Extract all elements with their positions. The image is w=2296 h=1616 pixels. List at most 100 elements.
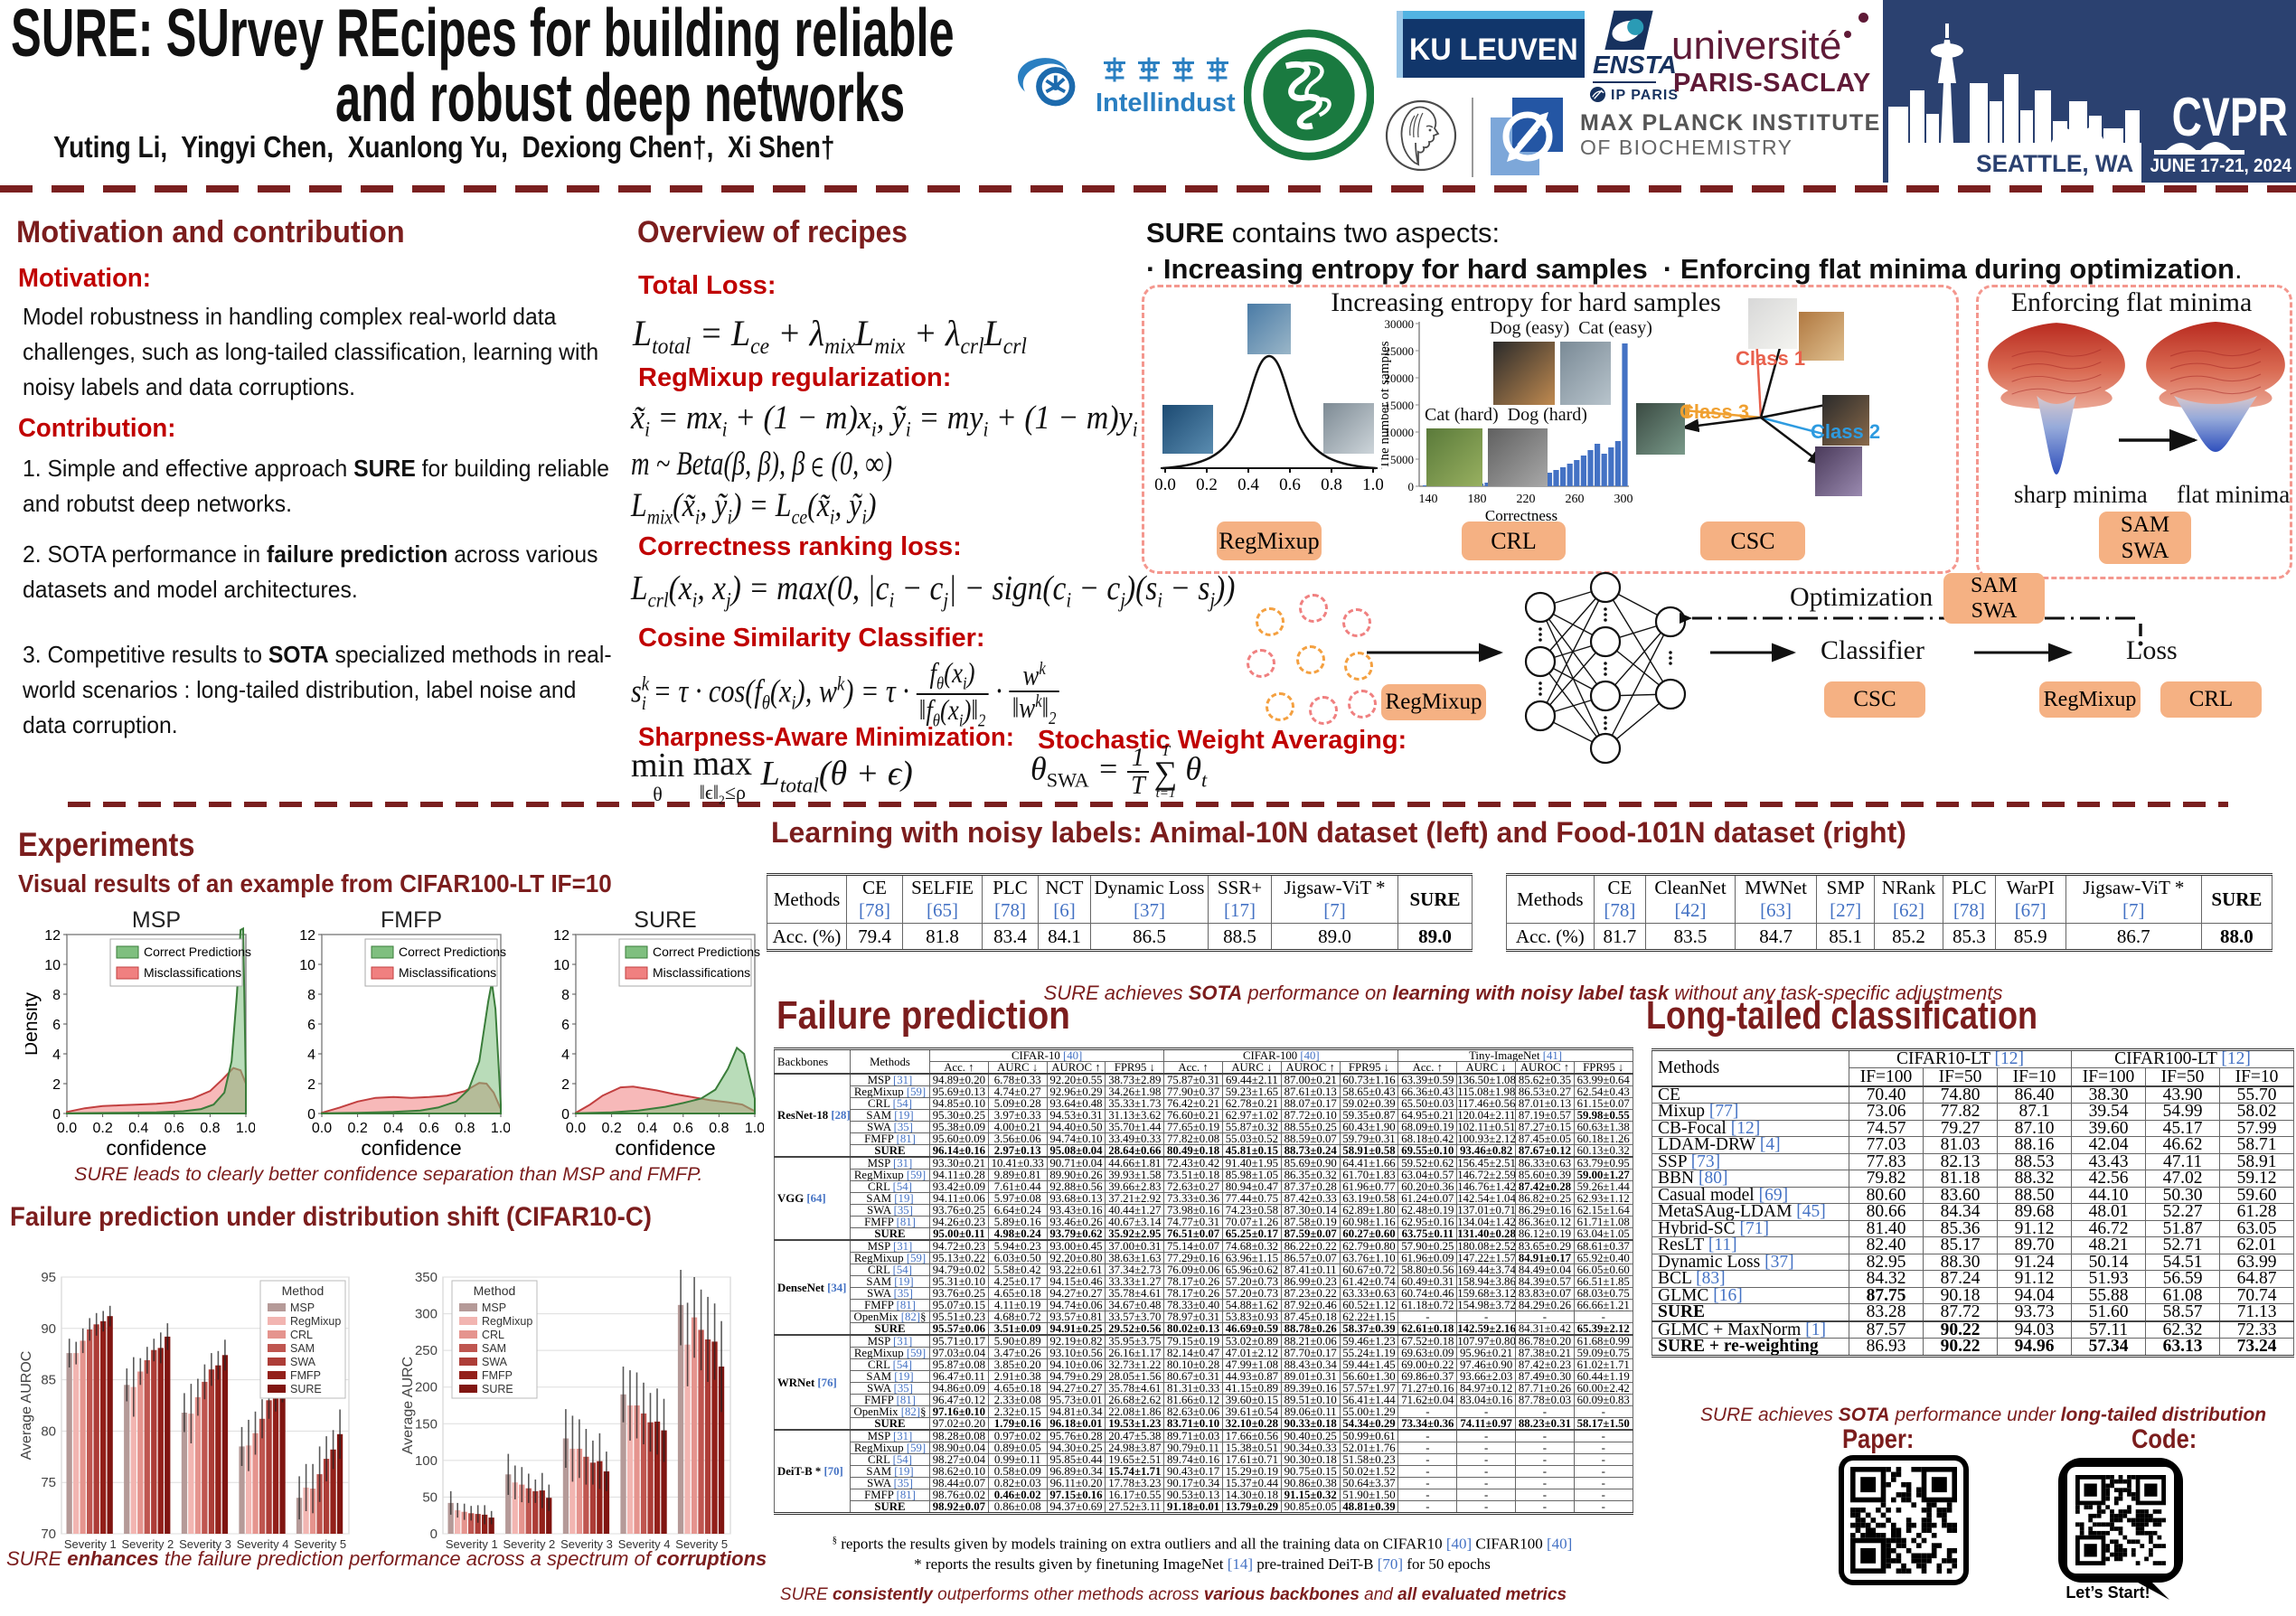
svg-text:Severity 2: Severity 2 bbox=[503, 1537, 555, 1551]
svg-text:0: 0 bbox=[1408, 480, 1415, 493]
svg-text:Method: Method bbox=[282, 1283, 325, 1298]
svg-text:CRL: CRL bbox=[290, 1329, 313, 1341]
svg-text:Severity 4: Severity 4 bbox=[618, 1537, 671, 1551]
svg-text:0.4: 0.4 bbox=[128, 1121, 148, 1136]
svg-text:Misclassifications: Misclassifications bbox=[653, 965, 750, 980]
svg-text:RegMixup: RegMixup bbox=[482, 1315, 532, 1328]
svg-text:0.0: 0.0 bbox=[1155, 475, 1176, 494]
svg-text:0.2: 0.2 bbox=[347, 1121, 367, 1136]
svg-text:8: 8 bbox=[307, 988, 315, 1003]
svg-text:6: 6 bbox=[307, 1018, 315, 1033]
svg-text:Let’s Start!: Let’s Start! bbox=[2065, 1583, 2150, 1602]
svg-text:10: 10 bbox=[553, 958, 569, 973]
svg-text:12: 12 bbox=[553, 928, 569, 944]
svg-text:150: 150 bbox=[415, 1416, 438, 1432]
svg-text:0: 0 bbox=[307, 1107, 315, 1123]
svg-text:10: 10 bbox=[299, 958, 315, 973]
svg-text:0.6: 0.6 bbox=[165, 1121, 184, 1136]
svg-text:JUNE 17-21, 2024: JUNE 17-21, 2024 bbox=[2150, 155, 2291, 176]
svg-text:Severity 3: Severity 3 bbox=[560, 1537, 613, 1551]
svg-text:1.0: 1.0 bbox=[745, 1121, 764, 1136]
svg-text:CRL: CRL bbox=[482, 1329, 504, 1341]
svg-text:confidence: confidence bbox=[615, 1136, 715, 1160]
svg-text:0.8: 0.8 bbox=[455, 1121, 475, 1136]
svg-text:90: 90 bbox=[41, 1321, 56, 1337]
svg-text:Average AURC: Average AURC bbox=[401, 1357, 416, 1454]
svg-text:2: 2 bbox=[52, 1077, 61, 1093]
svg-text:20000: 20000 bbox=[1385, 371, 1415, 385]
svg-text:Severity 4: Severity 4 bbox=[237, 1537, 289, 1551]
svg-text:SWA: SWA bbox=[482, 1356, 508, 1368]
svg-text:12: 12 bbox=[299, 928, 315, 944]
svg-text:140: 140 bbox=[1419, 493, 1438, 506]
svg-text:1.0: 1.0 bbox=[491, 1121, 510, 1136]
svg-text:MSP: MSP bbox=[482, 1301, 506, 1314]
svg-text:SAM: SAM bbox=[482, 1342, 506, 1355]
svg-text:Average AUROC: Average AUROC bbox=[20, 1351, 34, 1461]
svg-text:1.0: 1.0 bbox=[236, 1121, 255, 1136]
svg-text:300: 300 bbox=[415, 1307, 438, 1322]
svg-text:0.2: 0.2 bbox=[1196, 475, 1218, 494]
svg-text:Severity 5: Severity 5 bbox=[294, 1537, 346, 1551]
svg-text:260: 260 bbox=[1566, 493, 1585, 506]
svg-text:6: 6 bbox=[52, 1018, 61, 1033]
svg-text:0: 0 bbox=[52, 1107, 61, 1123]
svg-text:350: 350 bbox=[415, 1270, 438, 1285]
svg-text:FMFP: FMFP bbox=[381, 907, 442, 933]
svg-text:0: 0 bbox=[561, 1107, 569, 1123]
svg-text:100: 100 bbox=[415, 1453, 438, 1469]
svg-text:Correct Predictions: Correct Predictions bbox=[653, 944, 760, 959]
svg-text:MSP: MSP bbox=[132, 907, 181, 933]
svg-text:SEATTLE, WA: SEATTLE, WA bbox=[1976, 150, 2133, 177]
svg-text:300: 300 bbox=[1614, 493, 1633, 506]
svg-text:0: 0 bbox=[430, 1527, 438, 1542]
svg-text:Severity 3: Severity 3 bbox=[179, 1537, 231, 1551]
svg-text:0.6: 0.6 bbox=[419, 1121, 439, 1136]
svg-text:Method: Method bbox=[474, 1283, 516, 1298]
svg-text:25000: 25000 bbox=[1385, 344, 1415, 358]
svg-text:0.2: 0.2 bbox=[601, 1121, 621, 1136]
svg-text:SURE: SURE bbox=[482, 1383, 513, 1395]
svg-text:Correct Predictions: Correct Predictions bbox=[144, 944, 251, 959]
svg-text:0.0: 0.0 bbox=[312, 1121, 332, 1136]
svg-text:12: 12 bbox=[44, 928, 61, 944]
svg-text:10000: 10000 bbox=[1385, 426, 1415, 439]
svg-text:80: 80 bbox=[41, 1423, 56, 1439]
svg-text:Correctness: Correctness bbox=[1485, 507, 1557, 524]
svg-text:95: 95 bbox=[41, 1270, 56, 1285]
svg-text:Misclassifications: Misclassifications bbox=[399, 965, 496, 980]
svg-text:SURE: SURE bbox=[290, 1383, 322, 1395]
svg-text:0.6: 0.6 bbox=[1279, 475, 1301, 494]
svg-text:Severity 1: Severity 1 bbox=[64, 1537, 117, 1551]
svg-text:250: 250 bbox=[415, 1343, 438, 1358]
svg-text:0.0: 0.0 bbox=[566, 1121, 586, 1136]
svg-text:The number of samples: The number of samples bbox=[1381, 341, 1392, 468]
svg-text:4: 4 bbox=[52, 1048, 61, 1063]
svg-text:1.0: 1.0 bbox=[1362, 475, 1383, 494]
svg-text:50: 50 bbox=[422, 1489, 438, 1505]
svg-text:2: 2 bbox=[561, 1077, 569, 1093]
svg-text:8: 8 bbox=[52, 988, 61, 1003]
svg-text:Misclassifications: Misclassifications bbox=[144, 965, 241, 980]
svg-text:FMFP: FMFP bbox=[482, 1369, 513, 1382]
svg-text:0.4: 0.4 bbox=[637, 1121, 657, 1136]
svg-text:RegMixup: RegMixup bbox=[290, 1315, 341, 1328]
svg-text:Correct Predictions: Correct Predictions bbox=[399, 944, 506, 959]
svg-text:75: 75 bbox=[41, 1475, 56, 1490]
svg-text:CVPR: CVPR bbox=[2172, 88, 2288, 147]
svg-text:0.4: 0.4 bbox=[383, 1121, 403, 1136]
svg-text:70: 70 bbox=[41, 1527, 56, 1542]
svg-text:confidence: confidence bbox=[106, 1136, 206, 1160]
svg-text:0.4: 0.4 bbox=[1237, 475, 1259, 494]
svg-text:0.6: 0.6 bbox=[673, 1121, 693, 1136]
svg-text:FMFP: FMFP bbox=[290, 1369, 321, 1382]
svg-text:85: 85 bbox=[41, 1373, 56, 1388]
svg-text:SAM: SAM bbox=[290, 1342, 315, 1355]
svg-text:6: 6 bbox=[561, 1018, 569, 1033]
svg-text:SURE: SURE bbox=[634, 907, 696, 933]
svg-text:0.8: 0.8 bbox=[1321, 475, 1342, 494]
svg-text:200: 200 bbox=[415, 1380, 438, 1395]
svg-text:220: 220 bbox=[1517, 493, 1536, 506]
svg-text:Severity 1: Severity 1 bbox=[446, 1537, 498, 1551]
svg-text:2: 2 bbox=[307, 1077, 315, 1093]
